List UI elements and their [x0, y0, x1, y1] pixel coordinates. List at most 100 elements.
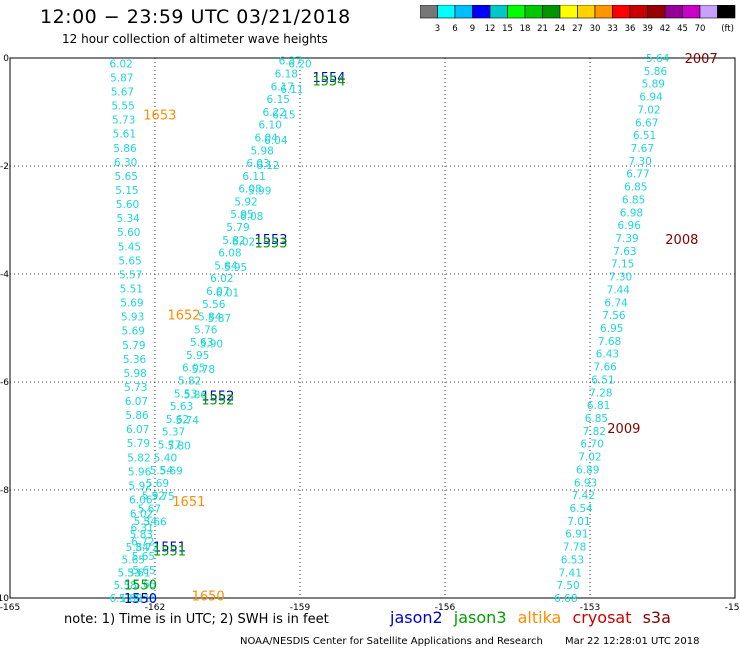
swh-value-altika: 5.65 — [118, 255, 141, 267]
swh-value-jason2: 6.07 — [206, 286, 229, 298]
swh-value-s3a: 6.67 — [635, 117, 658, 129]
pass-label-jason3: 1554 — [312, 75, 345, 90]
swh-value-jason3: 5.61 — [127, 568, 150, 580]
swh-value-jason3: 6.08 — [240, 211, 263, 223]
swh-value-s3a: 7.01 — [567, 516, 590, 528]
swh-value-jason3: 6.02 — [232, 237, 255, 249]
swh-value-altika: 5.73 — [124, 382, 147, 394]
swh-value-s3a: 7.30 — [628, 156, 651, 168]
pass-label-s3a: 2007 — [685, 52, 718, 67]
legend-tick-label: 70 — [695, 24, 706, 34]
swh-value-altika: 5.34 — [116, 213, 140, 225]
swh-value-jason2: 5.92 — [234, 196, 257, 208]
swh-value-altika: 5.60 — [116, 199, 139, 211]
pass-label-jason2: 1554 — [312, 71, 345, 86]
swh-value-jason3: 5.87 — [208, 313, 231, 325]
swh-value-jason2: 5.63 — [170, 401, 193, 413]
x-tick-label: -159 — [290, 603, 311, 612]
legend-tick-label: 42 — [660, 24, 671, 34]
x-tick-label: -162 — [145, 603, 165, 612]
swh-value-jason2: 5.62 — [166, 414, 189, 426]
swh-value-jason2: 6.15 — [267, 94, 290, 106]
swh-value-s3a: 7.42 — [572, 490, 595, 502]
pass-label-jason2: 1553 — [254, 233, 287, 248]
swh-value-s3a: 7.02 — [637, 104, 660, 116]
y-tick-label: -4 — [0, 270, 9, 280]
swh-value-jason2: 5.98 — [250, 145, 273, 157]
pass-label-altika: 1651 — [172, 495, 205, 510]
swh-value-s3a: 7.02 — [578, 452, 601, 464]
swh-value-jason2: 5.95 — [230, 209, 253, 221]
credit-line: NOAA/NESDIS Center for Satellite Applica… — [240, 636, 543, 647]
legend-tick-label: 24 — [555, 24, 566, 34]
swh-value-s3a: 6.89 — [576, 464, 599, 476]
swh-value-altika: 5.55 — [111, 101, 134, 113]
swh-value-jason2: 5.67 — [138, 503, 161, 515]
swh-value-altika: 5.73 — [112, 115, 135, 127]
swh-value-s3a: 6.53 — [561, 554, 584, 566]
swh-value-altika: 5.69 — [122, 326, 145, 338]
swh-value-altika: 6.07 — [126, 424, 149, 436]
legend-tick-label: 33 — [607, 24, 618, 34]
swh-value-altika: 5.65 — [132, 565, 155, 577]
pass-label-s3a: 2008 — [665, 233, 698, 248]
sat-legend-jason3: jason3 — [453, 608, 507, 627]
swh-value-altika: 6.02 — [130, 509, 153, 521]
legend-tick-label: 36 — [625, 24, 636, 34]
swh-value-altika: 5.15 — [134, 593, 157, 605]
swh-value-altika: 5.67 — [111, 87, 134, 99]
swh-value-jason3: 5.72 — [135, 542, 158, 554]
legend-tick-label: 18 — [520, 24, 531, 34]
swh-value-jason2: 5.84 — [214, 260, 238, 272]
swh-value-jason2: 5.76 — [194, 324, 218, 336]
swh-value-s3a: 6.85 — [624, 182, 647, 194]
swh-value-altika: 5.65 — [133, 579, 156, 591]
legend-tick-label: 27 — [572, 24, 583, 34]
pass-label-jason3: 1551 — [153, 544, 186, 559]
swh-value-s3a: 6.70 — [580, 439, 603, 451]
swh-value-altika: 5.36 — [123, 354, 147, 366]
swh-value-s3a: 7.82 — [583, 426, 606, 438]
swh-value-altika: 5.57 — [119, 269, 142, 281]
swh-value-altika: 6.07 — [125, 396, 148, 408]
swh-value-jason3: 5.74 — [176, 415, 200, 427]
swh-value-s3a: 6.54 — [569, 503, 593, 515]
swh-value-jason2: 6.22 — [263, 107, 286, 119]
swh-value-jason2: 5.34 — [134, 516, 158, 528]
swh-value-s3a: 7.41 — [559, 567, 582, 579]
swh-value-s3a: 7.50 — [556, 580, 579, 592]
legend-tick-label: 30 — [590, 24, 601, 34]
swh-value-s3a: 6.96 — [618, 220, 642, 232]
swh-value-s3a: 7.78 — [563, 542, 586, 554]
swh-value-jason2: 5.40 — [154, 452, 177, 464]
swh-value-s3a: 7.63 — [613, 246, 636, 258]
y-tick-label: -6 — [0, 378, 9, 388]
swh-value-altika: 6.30 — [114, 157, 137, 169]
swh-value-jason2: 6.10 — [258, 120, 281, 132]
swh-value-jason2: 5.84 — [126, 542, 150, 554]
swh-value-s3a: 7.68 — [598, 336, 621, 348]
swh-value-s3a: 6.68 — [554, 593, 577, 605]
swh-value-jason2: 5.79 — [226, 222, 249, 234]
pass-label-jason2: 1551 — [153, 541, 186, 556]
pass-label-jason3: 1553 — [254, 237, 287, 252]
pass-label-altika: 1653 — [143, 109, 176, 124]
swh-value-s3a: 7.67 — [631, 143, 654, 155]
swh-value-jason2: 6.03 — [246, 158, 269, 170]
swh-value-altika: 5.69 — [120, 298, 143, 310]
swh-value-jason3: 5.75 — [151, 491, 174, 503]
swh-value-jason2: 6.08 — [238, 184, 261, 196]
swh-value-altika: 5.51 — [120, 283, 143, 295]
swh-value-jason2: 6.37 — [279, 56, 302, 68]
swh-value-jason3: 6.15 — [272, 109, 295, 121]
swh-value-jason2: 6.05 — [182, 363, 205, 375]
swh-value-s3a: 6.95 — [600, 323, 623, 335]
swh-value-jason2: 5.37 — [162, 427, 185, 439]
swh-value-s3a: 6.98 — [620, 207, 643, 219]
swh-value-altika: 5.60 — [117, 227, 140, 239]
legend-tick-label: 15 — [502, 24, 513, 34]
swh-value-altika: 5.79 — [122, 340, 145, 352]
swh-value-s3a: 6.85 — [622, 194, 645, 206]
swh-value-jason2: 6.17 — [271, 81, 294, 93]
swh-value-altika: 5.98 — [123, 368, 146, 380]
